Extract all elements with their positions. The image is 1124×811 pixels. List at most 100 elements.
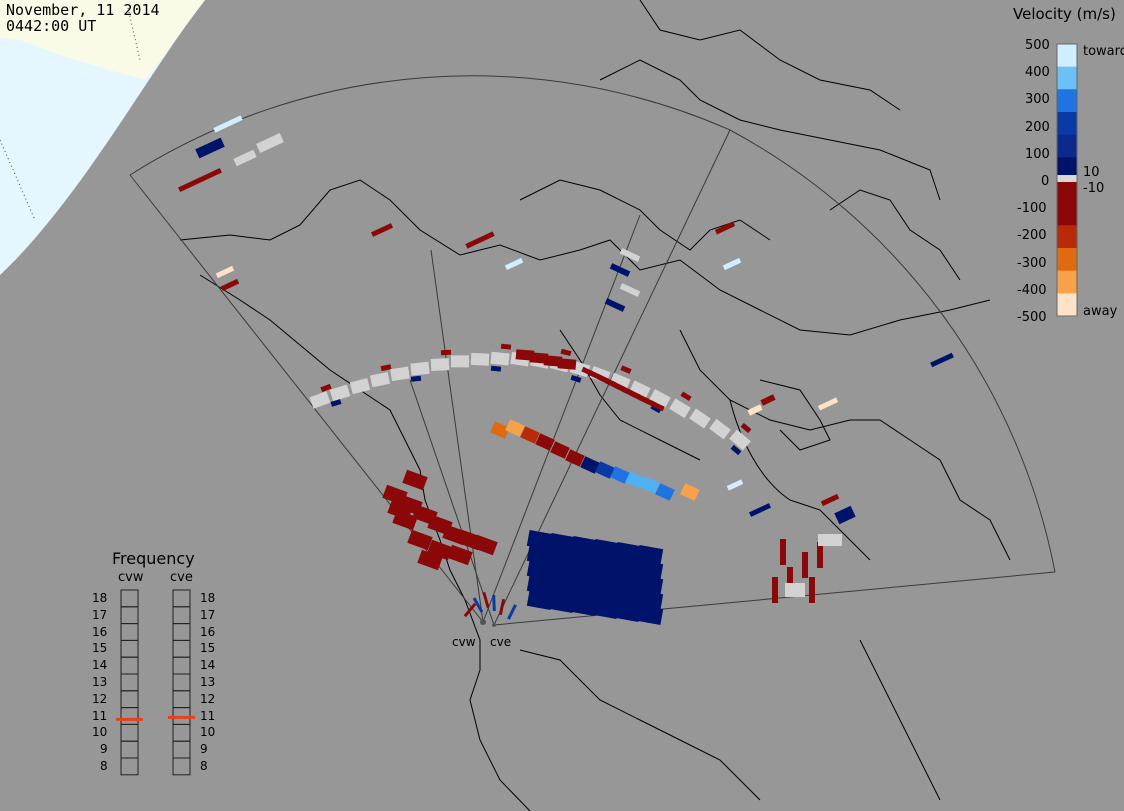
color-bar-segment bbox=[1057, 130, 1077, 136]
color-bar-segment bbox=[1057, 229, 1077, 235]
color-bar-segment bbox=[1057, 207, 1077, 213]
scatter-cell bbox=[625, 471, 645, 489]
scatter-cell bbox=[636, 605, 664, 625]
color-bar-segment bbox=[1057, 184, 1077, 190]
color-bar-segment bbox=[1057, 57, 1077, 63]
scatter-cell bbox=[592, 554, 620, 574]
color-bar-segment bbox=[1057, 302, 1077, 308]
scatter-cell bbox=[387, 499, 413, 521]
scatter-cell bbox=[309, 391, 331, 409]
frequency-title: Frequency bbox=[112, 549, 195, 568]
velocity-tick-label: 300 bbox=[1025, 92, 1050, 108]
color-bar-segment bbox=[1057, 248, 1077, 254]
scatter-cell bbox=[505, 419, 525, 437]
scatter-cell bbox=[614, 572, 642, 592]
scatter-cell bbox=[570, 375, 582, 383]
scatter-cell bbox=[614, 602, 642, 622]
color-bar-segment bbox=[1057, 266, 1077, 272]
color-bar-segment bbox=[1057, 143, 1077, 149]
frequency-radar-cve: cve bbox=[170, 570, 193, 585]
color-bar-segment bbox=[1057, 98, 1077, 104]
scatter-cell bbox=[570, 551, 598, 571]
scatter-cell bbox=[640, 476, 660, 494]
scatter-cell bbox=[490, 421, 510, 439]
scatter-cell bbox=[930, 352, 954, 368]
color-bar-segment bbox=[1057, 293, 1077, 299]
site-label-cvw: cvw bbox=[452, 635, 476, 649]
scatter-cell bbox=[760, 394, 776, 406]
color-bar-segment bbox=[1057, 134, 1077, 140]
frequency-tick-label: 12 bbox=[92, 691, 108, 706]
scatter-cell bbox=[636, 590, 664, 610]
scatter-cell bbox=[614, 587, 642, 607]
velocity-tick-label: 500 bbox=[1025, 38, 1050, 53]
scatter-cell bbox=[470, 352, 490, 366]
scatter-cell bbox=[526, 575, 554, 595]
scatter-cell bbox=[330, 399, 342, 407]
scatter-cell bbox=[490, 365, 502, 372]
scatter-cell bbox=[320, 383, 332, 393]
frequency-tick-label: 18 bbox=[92, 591, 108, 605]
scatter-cell bbox=[548, 593, 576, 613]
scatter-cell bbox=[560, 348, 572, 356]
scatter-cell bbox=[636, 575, 664, 595]
scatter-cells bbox=[178, 115, 954, 625]
scatter-cell bbox=[834, 505, 856, 525]
frequency-tick-label: 9 bbox=[200, 742, 208, 757]
velocity-tick-label: 0 bbox=[1041, 174, 1050, 189]
scatter-cell bbox=[548, 563, 576, 583]
daylight-terminator-region bbox=[0, 0, 205, 275]
scatter-cell bbox=[213, 115, 243, 133]
frequency-tick-label: 13 bbox=[92, 675, 108, 689]
scatter-cell bbox=[709, 418, 731, 440]
scatter-cell bbox=[570, 566, 598, 586]
color-bar-segment bbox=[1057, 238, 1077, 244]
color-bar-segment bbox=[1057, 75, 1077, 81]
color-bar-segment bbox=[1057, 243, 1077, 249]
scatter-cell bbox=[548, 548, 576, 568]
scatter-cell bbox=[636, 545, 664, 565]
frequency-tick-label: 17 bbox=[92, 607, 108, 622]
scatter-cell bbox=[407, 529, 433, 551]
color-bar-segment bbox=[1057, 275, 1077, 281]
scatter-cell bbox=[529, 352, 549, 364]
color-bar-segment bbox=[1057, 161, 1077, 167]
scatter-cell bbox=[614, 557, 642, 577]
scatter-cell bbox=[390, 366, 410, 382]
scatter-cell bbox=[730, 444, 742, 456]
scatter-cell bbox=[215, 265, 235, 279]
scatter-cell bbox=[772, 577, 778, 603]
color-bar-segment bbox=[1057, 198, 1077, 204]
scatter-cell bbox=[619, 248, 641, 262]
scatter-cell bbox=[729, 429, 751, 451]
scatter-cell bbox=[620, 365, 632, 374]
scatter-cell bbox=[785, 583, 805, 597]
scatter-cell bbox=[195, 137, 225, 159]
scatter-cell bbox=[592, 539, 620, 559]
frequency-panel bbox=[116, 589, 195, 776]
velocity-tick-label: -500 bbox=[1017, 310, 1047, 325]
scatter-cell bbox=[609, 263, 631, 277]
site-label-cve: cve bbox=[490, 635, 512, 649]
scatter-cell bbox=[609, 372, 631, 391]
frequency-radar-cvw: cvw bbox=[118, 570, 144, 585]
scatter-cell bbox=[504, 257, 524, 271]
color-bar-segment bbox=[1057, 102, 1077, 108]
color-bar-segment bbox=[1057, 48, 1077, 54]
color-bar-segment bbox=[1057, 261, 1077, 267]
scatter-cell bbox=[465, 231, 495, 249]
scatter-cell bbox=[680, 483, 700, 501]
scatter-cell bbox=[592, 599, 620, 619]
color-bar-segment bbox=[1057, 311, 1077, 317]
scatter-cell bbox=[482, 591, 490, 609]
scatter-cell bbox=[550, 441, 570, 459]
scatter-cell bbox=[349, 378, 371, 395]
scatter-cell bbox=[329, 384, 351, 402]
scatter-cell bbox=[747, 404, 763, 416]
frequency-tick-label: 11 bbox=[92, 708, 108, 723]
scatter-cell bbox=[472, 534, 498, 556]
color-bar-segment bbox=[1057, 62, 1077, 68]
color-bar-segment bbox=[1057, 202, 1077, 208]
